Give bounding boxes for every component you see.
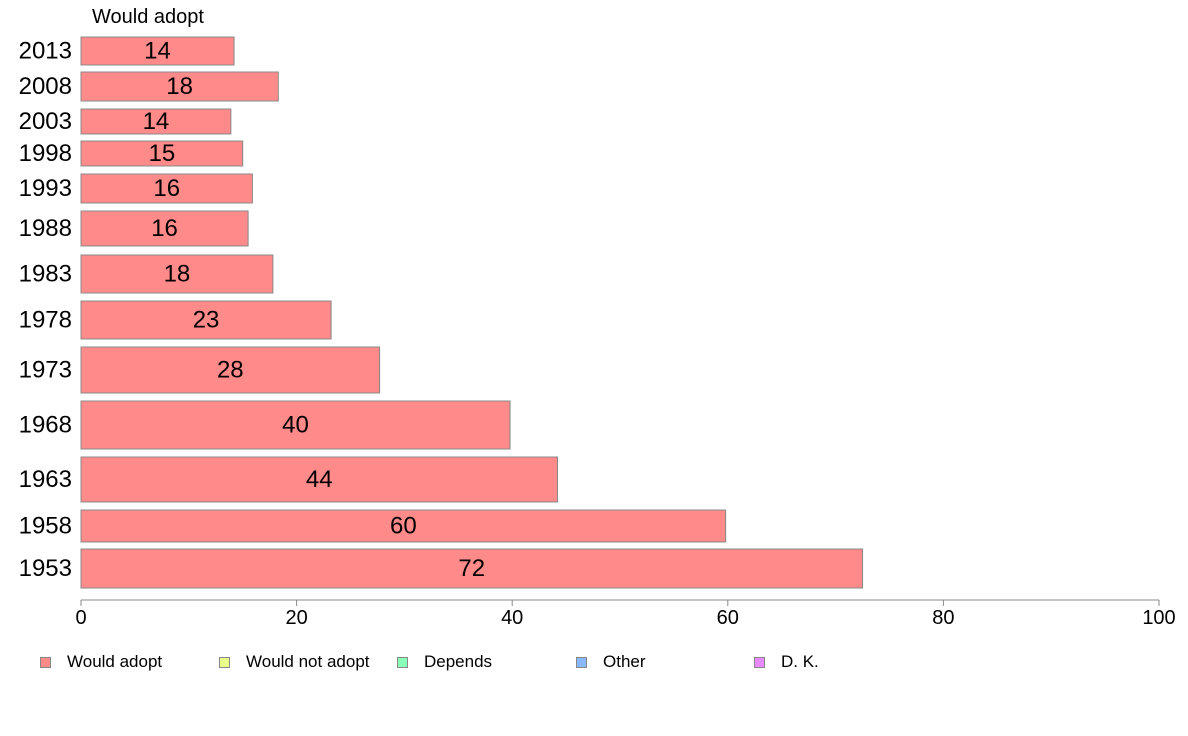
legend-swatch-depends (397, 656, 408, 668)
data-label-1988: 16 (151, 215, 178, 242)
legend-label-would-adopt: Would adopt (67, 652, 163, 671)
legend-item-would-adopt: Would adopt (40, 652, 162, 672)
bar-1973 (80, 346, 381, 394)
category-label-1953: 1953 (19, 555, 72, 582)
legend-label-depends: Depends (424, 652, 493, 671)
legend-label-dk: D. K. (781, 652, 819, 671)
legend-swatch-would-adopt (40, 656, 51, 668)
legend-swatch-dk (754, 656, 765, 668)
legend-swatch-other (576, 656, 587, 668)
series-title: Would adopt (92, 6, 204, 28)
category-label-1978: 1978 (19, 307, 72, 334)
x-tick-label-0: 0 (75, 607, 86, 629)
category-label-1983: 1983 (19, 261, 72, 288)
legend-item-depends: Depends (397, 652, 492, 672)
bar-1983 (80, 254, 274, 294)
category-label-1958: 1958 (19, 513, 72, 540)
x-tick-label-100: 100 (1142, 607, 1175, 629)
x-tick-label-80: 80 (932, 607, 954, 629)
category-label-1963: 1963 (19, 466, 72, 493)
category-label-1968: 1968 (19, 412, 72, 439)
data-label-2003: 14 (143, 108, 170, 135)
data-label-2013: 14 (144, 38, 171, 65)
data-label-1958: 60 (390, 513, 417, 540)
category-label-1988: 1988 (19, 215, 72, 242)
bar-2008 (80, 71, 279, 102)
legend-swatch-would-not-adopt (219, 656, 230, 668)
data-label-1968: 40 (282, 412, 309, 439)
x-tick-label-40: 40 (501, 607, 523, 629)
bar-1993 (80, 173, 253, 204)
bar-1953 (80, 548, 864, 589)
data-label-1973: 28 (217, 357, 244, 384)
bar-1958 (80, 509, 727, 543)
category-label-1998: 1998 (19, 140, 72, 167)
legend-label-other: Other (603, 652, 646, 671)
bar-1988 (80, 210, 249, 247)
category-label-1973: 1973 (19, 357, 72, 384)
legend-item-would-not-adopt: Would not adopt (219, 652, 370, 672)
bar-2013 (80, 36, 235, 66)
category-label-2008: 2008 (19, 73, 72, 100)
legend-item-dk: D. K. (754, 652, 819, 672)
data-label-1993: 16 (153, 175, 180, 202)
x-tick-label-20: 20 (285, 607, 307, 629)
bar-1968 (80, 400, 511, 450)
legend-label-would-not-adopt: Would not adopt (246, 652, 370, 671)
data-label-1963: 44 (306, 466, 333, 493)
bar-1978 (80, 300, 332, 340)
bar-2003 (80, 108, 232, 135)
data-label-1953: 72 (458, 555, 485, 582)
category-label-1993: 1993 (19, 175, 72, 202)
x-tick-label-60: 60 (717, 607, 739, 629)
legend-item-other: Other (576, 652, 646, 672)
data-label-2008: 18 (166, 73, 193, 100)
bar-1998 (80, 140, 244, 167)
data-label-1983: 18 (164, 261, 191, 288)
bar-1963 (80, 456, 558, 503)
data-label-1998: 15 (148, 140, 175, 167)
data-label-1978: 23 (193, 307, 220, 334)
category-label-2013: 2013 (19, 38, 72, 65)
category-label-2003: 2003 (19, 108, 72, 135)
legend: Would adopt Would not adopt Depends Othe… (0, 652, 1188, 676)
